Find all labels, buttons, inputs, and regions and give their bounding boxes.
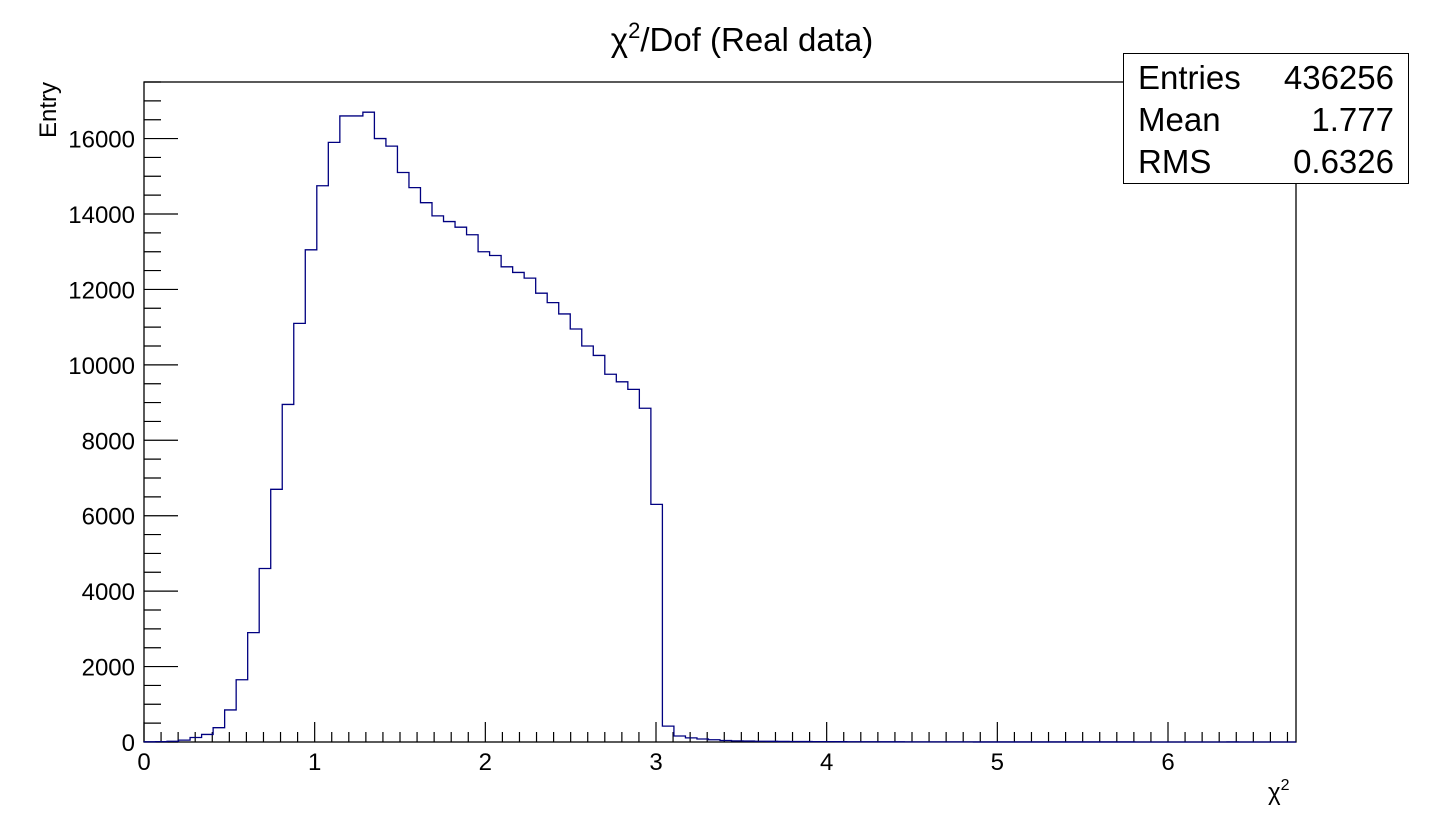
chart-title-superscript: 2 — [628, 18, 640, 43]
x-tick-label: 1 — [308, 749, 321, 776]
y-tick-label: 6000 — [82, 504, 135, 531]
plot-frame — [143, 81, 1297, 743]
y-tick-label: 14000 — [68, 202, 135, 229]
chart-title: χ2/Dof (Real data) — [611, 18, 874, 58]
y-axis: 0 2000 4000 6000 8000 10000 12000 14000 16000 — [68, 81, 178, 757]
entries-label: Entries — [1138, 59, 1241, 96]
stats-box: Entries 436256 Mean 1.777 RMS 0.6326 — [1123, 53, 1409, 184]
rms-label: RMS — [1138, 143, 1212, 180]
histogram-series — [143, 111, 1296, 743]
x-axis-label-superscript: 2 — [1281, 777, 1290, 794]
y-tick-label: 0 — [122, 730, 135, 757]
x-axis: 0 1 2 3 4 5 6 — [137, 722, 1289, 776]
y-tick-label: 16000 — [68, 127, 135, 154]
y-axis-label: Entry — [35, 82, 62, 138]
rms-value: 0.6326 — [1293, 143, 1394, 180]
stats-row-mean: Mean 1.777 — [1138, 101, 1394, 141]
chart-title-chi: χ — [611, 21, 628, 58]
y-tick-label: 4000 — [82, 579, 135, 606]
entries-value: 436256 — [1283, 59, 1394, 96]
stats-row-entries: Entries 436256 — [1138, 59, 1394, 99]
y-tick-label: 2000 — [82, 655, 135, 682]
x-tick-label: 0 — [137, 749, 150, 776]
y-tick-label: 10000 — [68, 353, 135, 380]
chart-title-rest: /Dof (Real data) — [640, 21, 873, 58]
x-axis-label: χ2 — [1268, 777, 1290, 806]
x-tick-label: 5 — [991, 749, 1004, 776]
x-tick-label: 2 — [479, 749, 492, 776]
y-tick-label: 8000 — [82, 428, 135, 455]
x-tick-label: 3 — [649, 749, 662, 776]
x-axis-label-chi: χ — [1268, 779, 1281, 806]
stats-row-rms: RMS 0.6326 — [1138, 143, 1394, 183]
x-tick-label: 4 — [820, 749, 833, 776]
mean-value: 1.777 — [1311, 101, 1394, 138]
y-tick-label: 12000 — [68, 277, 135, 304]
mean-label: Mean — [1138, 101, 1221, 138]
x-tick-label: 6 — [1161, 749, 1174, 776]
